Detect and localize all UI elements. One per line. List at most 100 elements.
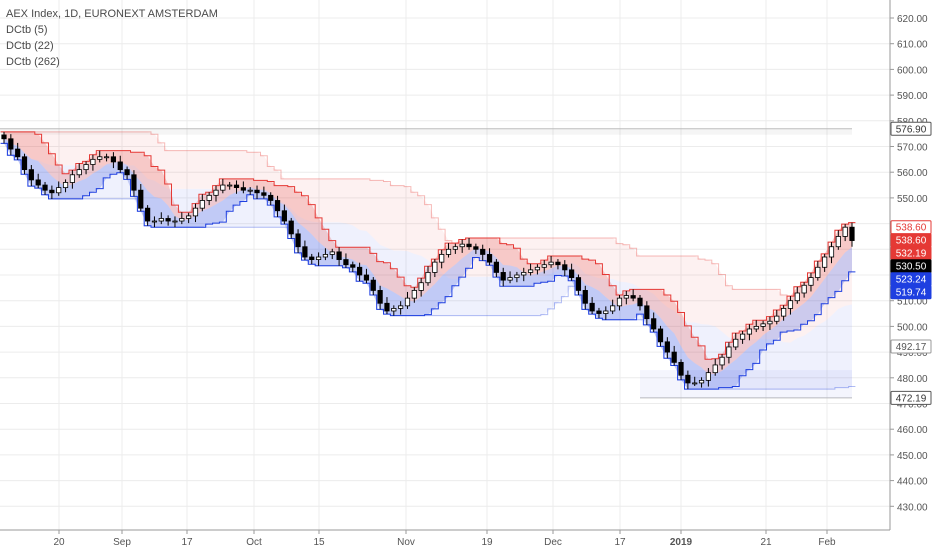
- candle-down: [555, 261, 561, 266]
- candle-down: [671, 351, 677, 363]
- candle-up: [69, 174, 75, 183]
- candle-up: [439, 254, 445, 263]
- candle-down: [8, 138, 14, 150]
- price-label: 472.19: [896, 393, 927, 404]
- dctb-22-upper-line: [0, 131, 856, 297]
- dctb-5-lower-line: [0, 142, 856, 390]
- candle-down: [49, 189, 55, 194]
- candle-up: [179, 218, 185, 222]
- candle-up: [329, 251, 335, 255]
- legend: AEX Index, 1D, EURONEXT AMSTERDAM DCtb (…: [6, 6, 218, 70]
- candle-up: [56, 187, 62, 194]
- candle-down: [651, 318, 657, 330]
- candle-down: [575, 277, 582, 291]
- candle-up: [247, 189, 253, 192]
- candle-up: [411, 290, 417, 299]
- candle-up: [822, 256, 828, 268]
- price-label: 538.60: [896, 223, 927, 234]
- candle-down: [281, 210, 287, 222]
- candle-up: [227, 184, 233, 187]
- y-tick-label: 480.00: [897, 374, 928, 385]
- candle-up: [62, 182, 69, 189]
- y-tick-label: 440.00: [897, 477, 928, 488]
- y-tick-label: 560.00: [897, 168, 928, 179]
- candle-down: [165, 218, 171, 222]
- candle-down: [582, 290, 588, 304]
- x-tick-label: Oct: [246, 537, 262, 548]
- candle-up: [432, 261, 438, 273]
- candle-up: [90, 158, 96, 165]
- candle-down: [384, 302, 390, 312]
- price-label-box: [890, 390, 932, 405]
- candle-down: [274, 200, 281, 212]
- candle-up: [192, 207, 199, 217]
- candle-up: [801, 284, 807, 294]
- candle-up: [199, 200, 205, 209]
- candle-up: [172, 220, 178, 223]
- candle-down: [42, 184, 48, 191]
- candle-down: [15, 148, 21, 158]
- candle-up: [425, 272, 431, 284]
- y-tick-label: 500.00: [897, 322, 928, 333]
- candle-down: [254, 189, 260, 194]
- legend-study-dctb-5[interactable]: DCtb (5): [6, 24, 48, 36]
- y-tick-label: 450.00: [897, 451, 928, 462]
- legend-study-dctb-22[interactable]: DCtb (22): [6, 40, 54, 52]
- candle-up: [746, 328, 753, 335]
- candle-up: [815, 266, 821, 278]
- candle-up: [391, 308, 397, 312]
- candle-down: [500, 272, 506, 281]
- candle-up: [206, 194, 212, 201]
- price-label: 523.24: [896, 275, 927, 286]
- candle-up: [404, 297, 411, 307]
- candle-up: [83, 164, 89, 171]
- candle-down: [343, 259, 349, 266]
- candle-up: [459, 243, 465, 248]
- price-label: 492.17: [896, 342, 927, 353]
- candle-up: [398, 305, 404, 309]
- y-tick-label: 570.00: [897, 143, 928, 154]
- candle-down: [493, 261, 499, 273]
- candle-down: [124, 169, 130, 176]
- candle-down: [363, 274, 370, 281]
- candle-up: [548, 261, 554, 266]
- candle-up: [787, 300, 794, 309]
- candle-up: [692, 382, 698, 385]
- candle-down: [117, 161, 123, 171]
- candle-up: [760, 323, 766, 327]
- price-label-box: [890, 121, 932, 136]
- candle-up: [315, 256, 322, 260]
- price-label: 532.19: [896, 249, 927, 260]
- candle-up: [610, 305, 616, 312]
- candle-up: [781, 308, 787, 317]
- dctb-22-upper-fill: [4, 131, 852, 343]
- candle-up: [452, 246, 458, 250]
- candle-down: [569, 269, 575, 278]
- candle-up: [842, 226, 848, 237]
- x-tick-label: 20: [53, 537, 65, 548]
- price-labels: 576.90 538.60 538.60 532.19 530.50 523.24 519.…: [890, 121, 932, 405]
- candle-down: [131, 174, 137, 191]
- candle-down: [138, 189, 144, 209]
- candle-down: [630, 295, 636, 299]
- x-tick-label: 21: [760, 537, 772, 548]
- candle-down: [309, 256, 315, 260]
- candle-down: [28, 169, 34, 181]
- candle-down: [644, 305, 650, 320]
- candle-down: [370, 279, 376, 291]
- candle-down: [268, 194, 274, 201]
- candle-up: [534, 266, 541, 271]
- candle-up: [103, 156, 110, 159]
- candle-up: [733, 338, 739, 348]
- legend-title[interactable]: AEX Index, 1D, EURONEXT AMSTERDAM: [6, 8, 218, 20]
- candle-up: [445, 248, 452, 255]
- legend-study-dctb-262[interactable]: DCtb (262): [6, 56, 60, 68]
- candle-up: [158, 218, 164, 222]
- candle-up: [705, 372, 711, 381]
- price-label: 538.60: [896, 236, 927, 247]
- x-tick-label: 2019: [670, 537, 693, 548]
- candle-up: [541, 264, 547, 268]
- candle-up: [739, 333, 746, 340]
